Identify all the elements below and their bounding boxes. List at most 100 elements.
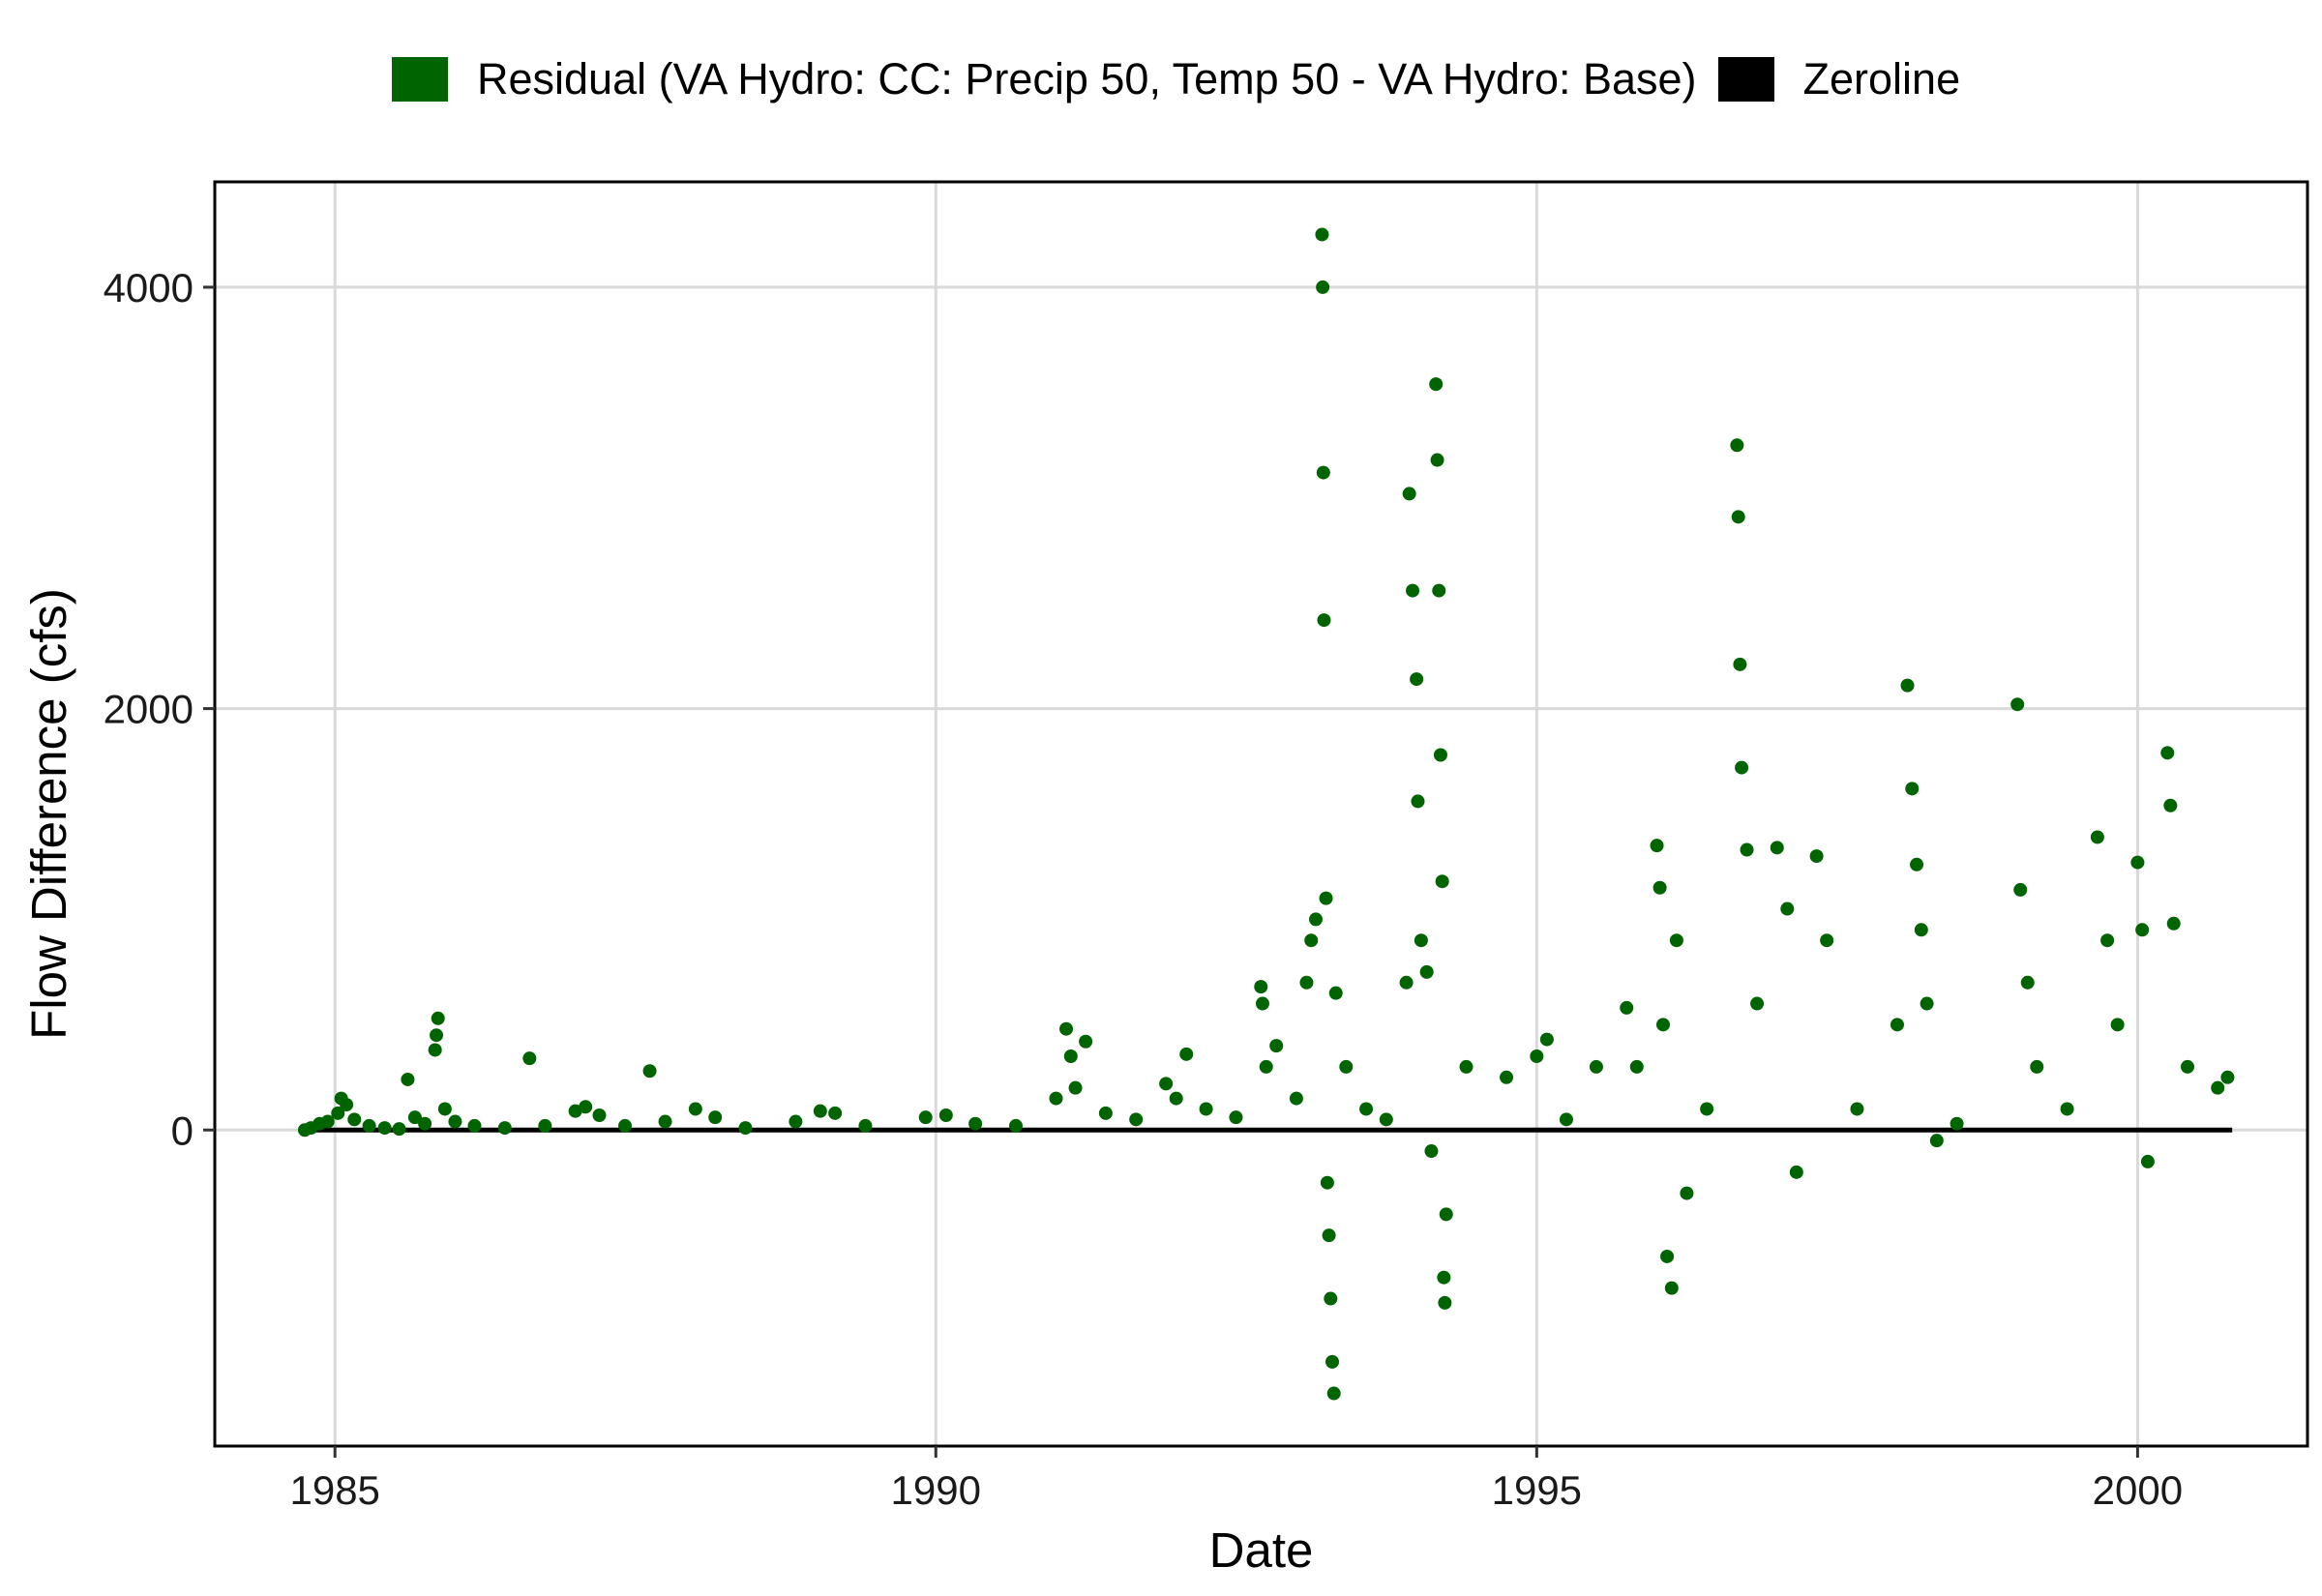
residual-point [1539, 1032, 1554, 1047]
residual-point [658, 1114, 672, 1129]
residual-point [1430, 453, 1444, 467]
residual-point [1098, 1106, 1113, 1120]
residual-point [2180, 1059, 2194, 1074]
residual-point [2020, 975, 2035, 990]
residual-point [1319, 891, 1333, 905]
residual-point [2160, 746, 2175, 760]
residual-point [1129, 1112, 1144, 1127]
residual-point [828, 1106, 843, 1120]
residual-point [1269, 1039, 1284, 1053]
residual-point [1914, 923, 1928, 937]
residual-point [592, 1108, 607, 1123]
residual-point [1179, 1047, 1194, 1061]
residual-point [1950, 1116, 1964, 1131]
residual-point [497, 1121, 512, 1136]
residual-point [1730, 438, 1744, 453]
residual-point [1652, 880, 1667, 895]
residual-point [538, 1118, 552, 1133]
residual-point [2211, 1080, 2225, 1095]
residual-point [618, 1118, 633, 1133]
y-tick-label: 0 [171, 1108, 194, 1153]
residual-point [2130, 855, 2145, 870]
residual-point [431, 1011, 445, 1025]
residual-point [1740, 842, 1754, 857]
y-axis: 0 2000 4000 [104, 265, 215, 1153]
residual-point [1439, 1207, 1453, 1222]
residual-point [1735, 760, 1749, 775]
residual-point [1410, 672, 1424, 687]
residual-point [1049, 1091, 1063, 1106]
residual-point [1199, 1102, 1213, 1116]
residual-point [428, 1043, 442, 1057]
residual-point [1322, 1228, 1336, 1243]
residual-point [1629, 1059, 1644, 1074]
y-axis-title: Flow Difference (cfs) [21, 588, 76, 1040]
residual-series [297, 227, 2235, 1401]
residual-point [708, 1110, 723, 1125]
residual-point [1589, 1059, 1603, 1074]
residual-point [1299, 975, 1314, 990]
x-tick-label: 1985 [289, 1467, 379, 1513]
residual-point [1308, 912, 1323, 927]
residual-point [2060, 1102, 2074, 1116]
residual-point [1700, 1102, 1714, 1116]
residual-point [1438, 1295, 1452, 1310]
residual-point [392, 1122, 406, 1137]
residual-point [789, 1114, 803, 1129]
residual-point [1850, 1102, 1864, 1116]
x-axis-title: Date [1209, 1522, 1314, 1578]
legend: Residual (VA Hydro: CC: Precip 50, Temp … [392, 50, 1981, 108]
residual-point [430, 1028, 444, 1043]
residual-point [1414, 933, 1428, 948]
residual-point [522, 1051, 537, 1066]
residual-point [1068, 1080, 1083, 1095]
residual-point [1379, 1112, 1393, 1127]
residual-point [340, 1098, 354, 1112]
residual-point [813, 1104, 827, 1118]
residual-point [437, 1102, 452, 1116]
residual-point [1399, 975, 1414, 990]
residual-point [347, 1112, 362, 1127]
residual-point [1780, 901, 1795, 916]
residual-point [1289, 1091, 1303, 1106]
residual-point [1620, 1000, 1634, 1015]
residual-point [1316, 280, 1330, 294]
legend-label-residual: Residual (VA Hydro: CC: Precip 50, Temp … [477, 54, 1697, 103]
residual-point [2135, 923, 2150, 937]
residual-point [1669, 933, 1683, 948]
residual-point [1655, 1018, 1670, 1032]
residual-point [1063, 1049, 1078, 1064]
gridlines [215, 182, 2307, 1446]
residual-point [2140, 1154, 2155, 1168]
residual-point [401, 1072, 415, 1086]
y-tick-label: 2000 [104, 687, 194, 732]
x-tick-label: 1990 [891, 1467, 981, 1513]
residual-point [448, 1114, 462, 1129]
residual-point [1304, 933, 1319, 948]
residual-point [1731, 510, 1745, 524]
residual-point [2090, 830, 2104, 844]
residual-point [738, 1121, 753, 1136]
residual-point [2010, 697, 2025, 712]
residual-point [568, 1104, 582, 1118]
residual-point [1411, 794, 1425, 809]
residual-point [1530, 1049, 1544, 1064]
residual-point [1359, 1102, 1374, 1116]
residual-point [968, 1116, 983, 1131]
residual-point [1820, 933, 1834, 948]
residual-point [2013, 882, 2028, 897]
residual-point [1406, 583, 1420, 598]
residual-point [1900, 678, 1915, 693]
residual-point [688, 1102, 702, 1116]
residual-point [1059, 1021, 1074, 1036]
residual-point [1920, 996, 1934, 1011]
residual-point [1680, 1186, 1694, 1200]
residual-point [579, 1100, 593, 1114]
plot-panel-border [213, 180, 2309, 1448]
residual-point [467, 1118, 482, 1133]
residual-point [2030, 1059, 2044, 1074]
residual-point [1750, 996, 1765, 1011]
residual-point [2110, 1018, 2125, 1032]
residual-point [1432, 583, 1446, 598]
x-tick-label: 1995 [1492, 1467, 1582, 1513]
